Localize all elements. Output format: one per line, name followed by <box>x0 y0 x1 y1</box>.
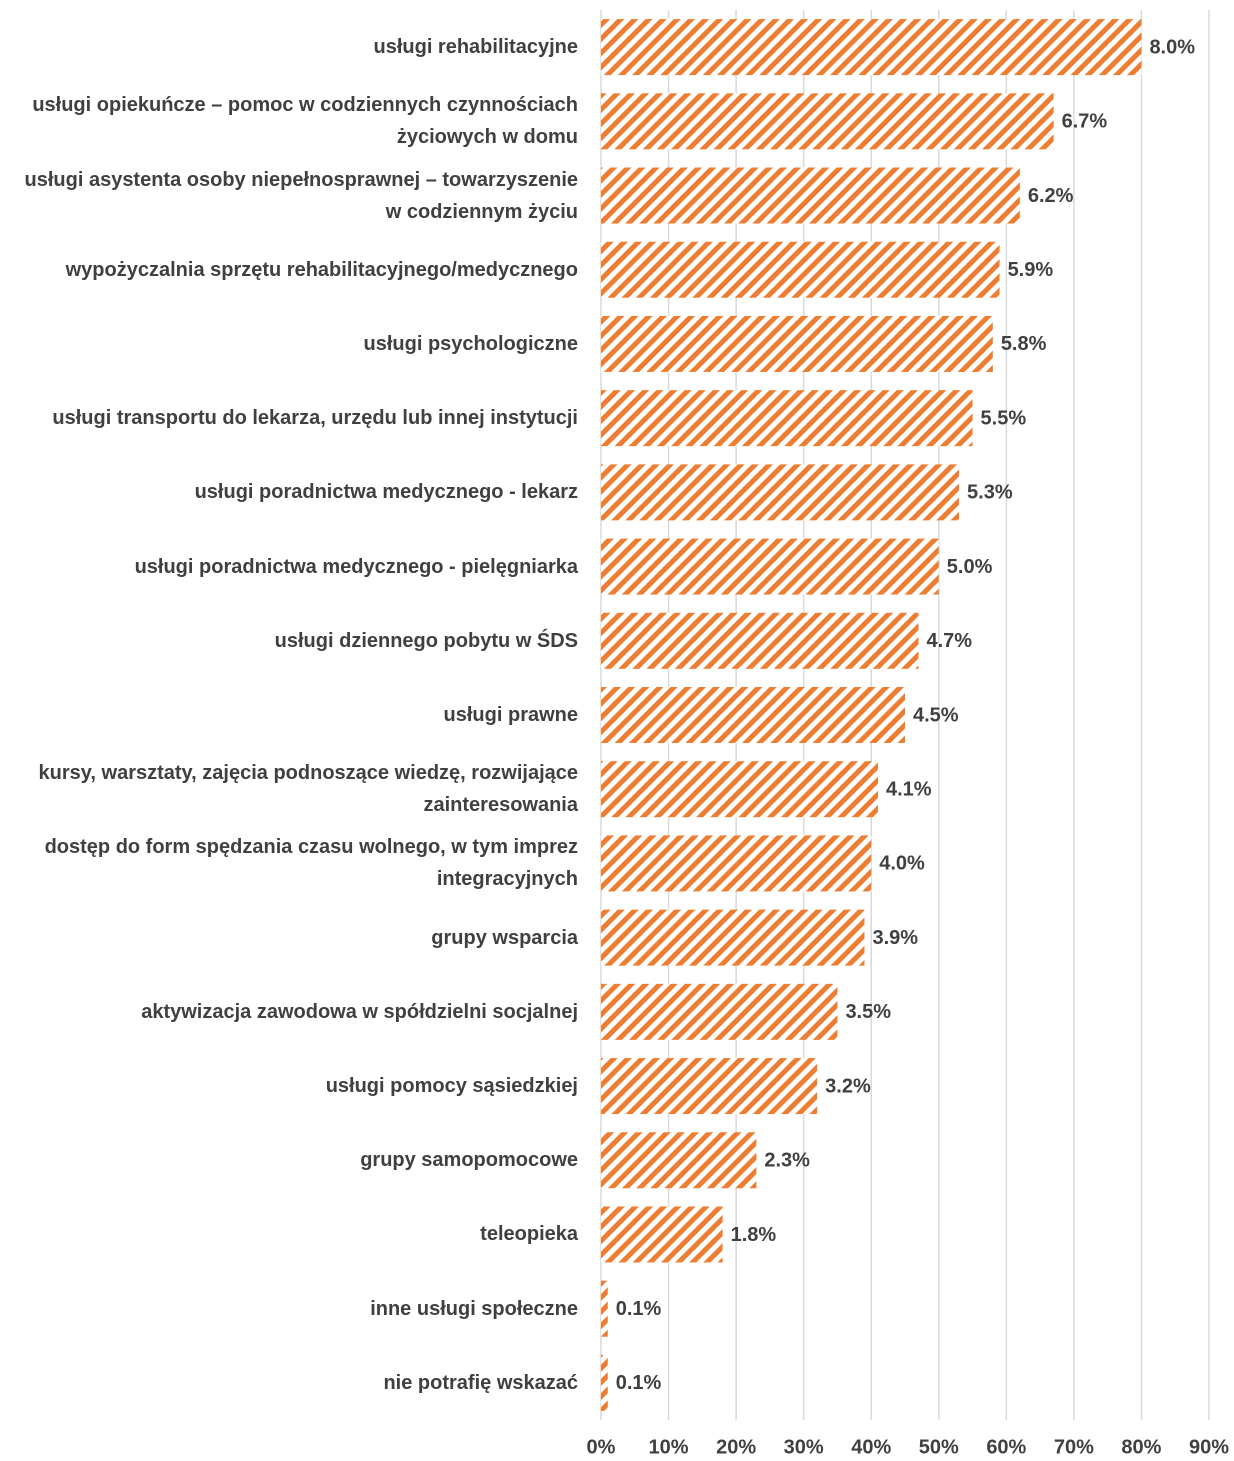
category-label: inne usługi społeczne <box>370 1297 578 1320</box>
bar <box>601 983 838 1040</box>
value-label: 5.8% <box>1001 333 1047 355</box>
x-tick-label: 40% <box>851 1436 891 1458</box>
category-label: teleopieka <box>480 1223 578 1246</box>
bar <box>601 93 1054 150</box>
value-label: 4.0% <box>879 853 925 875</box>
category-label: wypożyczalnia sprzętu rehabilitacyjnego/… <box>65 258 578 281</box>
bar <box>601 315 993 372</box>
bar <box>601 1058 818 1115</box>
bar <box>601 1206 723 1263</box>
category-label: kursy, warsztaty, zajęcia podnoszące wie… <box>38 762 578 817</box>
value-label: 1.8% <box>731 1224 777 1246</box>
value-label: 3.5% <box>845 1001 891 1023</box>
bar <box>601 390 973 447</box>
category-label: usługi psychologiczne <box>363 332 578 355</box>
bar <box>601 19 1142 76</box>
value-label: 3.2% <box>825 1075 871 1097</box>
category-label: grupy wsparcia <box>431 926 578 949</box>
bar <box>601 241 1000 298</box>
bar <box>601 687 905 743</box>
x-tick-label: 60% <box>986 1436 1026 1458</box>
value-label: 4.7% <box>927 630 973 652</box>
category-label: usługi transportu do lekarza, urzędu lub… <box>52 407 578 430</box>
category-label: usługi dziennego pobytu w ŚDS <box>274 629 578 652</box>
x-tick-label: 50% <box>919 1436 959 1458</box>
bar <box>601 761 878 818</box>
category-label: usługi rehabilitacyjne <box>373 36 578 59</box>
x-tick-label: 10% <box>649 1436 689 1458</box>
value-label: 5.3% <box>967 482 1013 504</box>
value-label: 2.3% <box>764 1150 810 1172</box>
value-label: 5.5% <box>981 407 1027 429</box>
category-label: nie potrafię wskazać <box>383 1371 578 1394</box>
category-label: aktywizacja zawodowa w spółdzielni socja… <box>141 1000 578 1023</box>
x-tick-label: 0% <box>587 1436 616 1458</box>
bar <box>601 1354 608 1411</box>
x-tick-label: 90% <box>1189 1436 1229 1458</box>
category-label: usługi asystenta osoby niepełnosprawnej … <box>24 168 579 223</box>
value-label: 6.2% <box>1028 185 1074 207</box>
category-label: dostęp do form spędzania czasu wolnego, … <box>44 836 578 891</box>
value-label: 8.0% <box>1149 36 1195 58</box>
value-label: 4.1% <box>886 778 932 800</box>
bar <box>601 835 872 892</box>
category-label: usługi poradnictwa medycznego - lekarz <box>194 481 578 504</box>
bar <box>601 1280 608 1337</box>
category-label: grupy samopomocowe <box>360 1149 578 1172</box>
x-tick-label: 30% <box>784 1436 824 1458</box>
bar <box>601 612 919 669</box>
category-label: usługi prawne <box>443 703 578 726</box>
category-label: usługi opiekuńcze – pomoc w codziennych … <box>32 94 578 149</box>
value-label: 5.0% <box>947 556 993 578</box>
x-tick-label: 20% <box>716 1436 756 1458</box>
bar <box>601 464 960 521</box>
value-label: 0.1% <box>616 1372 662 1394</box>
value-label: 0.1% <box>616 1298 662 1320</box>
x-tick-label: 70% <box>1054 1436 1094 1458</box>
category-label: usługi pomocy sąsiedzkiej <box>325 1075 578 1098</box>
value-label: 4.5% <box>913 704 959 726</box>
bar <box>601 167 1020 224</box>
bar <box>601 909 865 966</box>
x-tick-label: 80% <box>1121 1436 1161 1458</box>
bar <box>601 1132 757 1189</box>
value-label: 5.9% <box>1008 259 1054 281</box>
value-label: 6.7% <box>1062 111 1108 133</box>
value-label: 3.9% <box>872 927 918 949</box>
bar <box>601 538 939 595</box>
category-label: usługi poradnictwa medycznego - pielęgni… <box>134 555 578 578</box>
